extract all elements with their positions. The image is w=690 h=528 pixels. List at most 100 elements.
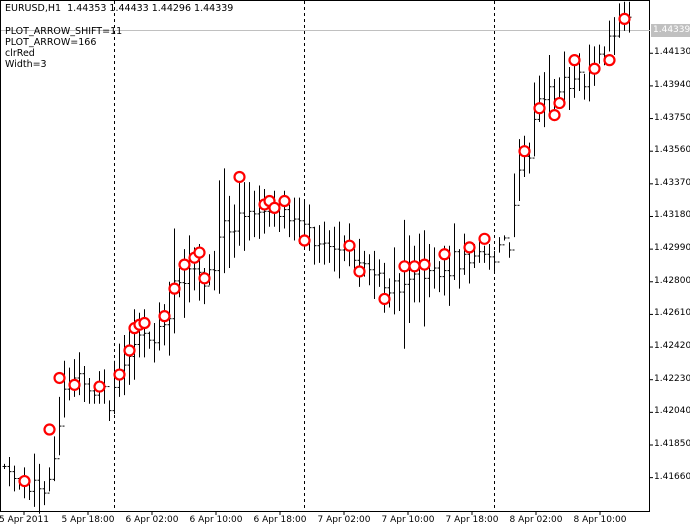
chart-title: EURUSD,H1 1.44353 1.44433 1.44296 1.4433… — [5, 3, 233, 14]
ohlc-bar — [452, 223, 457, 281]
ohlc-bar — [297, 197, 302, 244]
ohlc-bar — [582, 71, 587, 100]
ohlc-bar — [512, 173, 517, 251]
y-tick-label: 1.41850 — [654, 438, 690, 449]
ohlc-bar — [37, 463, 42, 514]
ohlc-bar — [422, 230, 427, 327]
x-tick-label: 8 Apr 10:00 — [573, 515, 627, 525]
ohlc-bar — [217, 180, 222, 294]
arrow-marker — [113, 368, 126, 381]
ohlc-bar — [357, 238, 362, 287]
current-price-tag: 1.44339 — [651, 24, 690, 37]
arrow-marker — [138, 316, 151, 330]
symbol-label: EURUSD,H1 — [5, 3, 62, 14]
ohlc-bar — [392, 247, 397, 315]
x-tick-label: 6 Apr 18:00 — [253, 515, 307, 525]
ohlc-bar — [142, 309, 147, 358]
ohlc-bar — [72, 359, 77, 397]
arrow-marker — [93, 380, 106, 393]
y-tick-label: 1.42230 — [654, 373, 690, 384]
ohlc-bar — [237, 180, 242, 246]
ohlc-bar — [122, 335, 127, 396]
ohlc-bar — [2, 463, 7, 470]
ohlc-bar — [32, 453, 37, 507]
ohlc-bar — [427, 243, 432, 298]
x-tick-label: 7 Apr 18:00 — [445, 515, 499, 525]
y-tick-label: 1.43180 — [654, 210, 690, 221]
arrow-marker — [168, 282, 181, 295]
ohlc-bar — [372, 250, 377, 299]
ohlc-bar — [367, 254, 372, 286]
y-tick-label: 1.44130 — [654, 47, 690, 58]
arrow-marker — [463, 241, 476, 254]
ohlc-bar — [487, 243, 492, 270]
x-tick-label: 8 Apr 02:00 — [509, 515, 563, 525]
arrow-marker — [533, 102, 546, 115]
arrow-marker — [18, 474, 31, 488]
ohlc-bar — [227, 195, 232, 269]
arrow-marker — [553, 96, 566, 110]
arrow-marker — [123, 344, 136, 357]
x-tick-label: 7 Apr 02:00 — [317, 515, 371, 525]
arrow-marker — [438, 248, 451, 261]
arrow-marker — [343, 239, 356, 252]
ohlc-bar — [42, 481, 47, 506]
arrow-marker — [603, 54, 616, 67]
y-tick-label: 1.42800 — [654, 275, 690, 286]
ohlc-bar — [322, 221, 327, 265]
ohlc-bar — [312, 226, 317, 265]
ohlc-bar — [507, 237, 512, 258]
ohlc-bar — [432, 247, 437, 289]
ohlc-bar — [337, 221, 342, 279]
ohlc-bar — [242, 182, 247, 251]
ohlc-bar — [87, 377, 92, 404]
ohlc-bar — [132, 309, 137, 380]
ohlc-bar — [612, 17, 617, 55]
ohlc-bar — [437, 261, 442, 293]
ohlc-bar — [407, 235, 412, 324]
ohlc-bars — [2, 1, 632, 514]
arrow-marker — [398, 260, 411, 273]
arrow-marker — [68, 378, 81, 391]
ohlc-bar — [177, 268, 182, 298]
arrow-marker — [518, 145, 531, 158]
ohlc-bar — [292, 197, 297, 241]
ohlc-bar — [7, 457, 12, 487]
ohlc-bar — [327, 230, 332, 263]
y-tick-label: 1.42040 — [654, 406, 690, 417]
arrow-marker — [478, 232, 491, 245]
ohlc-bar — [287, 204, 292, 238]
arrow-marker — [233, 170, 246, 184]
ohlc-bar — [232, 204, 237, 258]
ohlc-bar — [607, 20, 612, 57]
x-tick-label: 6 Apr 02:00 — [125, 515, 179, 525]
ohlc-bar — [462, 233, 467, 275]
ohlc-bar — [492, 250, 497, 274]
ohlc-bar — [457, 249, 462, 289]
ohlc-bar — [532, 82, 537, 159]
param-color: clrRed — [5, 48, 35, 59]
arrow-marker — [568, 54, 581, 67]
y-tick-label: 1.42990 — [654, 243, 690, 254]
ohlc-bar — [112, 360, 117, 415]
ohlc-values: 1.44353 1.44433 1.44296 1.44339 — [67, 3, 234, 14]
y-tick-label: 1.43750 — [654, 112, 690, 123]
y-axis-ticks — [650, 52, 653, 479]
param-width: Width=3 — [5, 59, 47, 70]
arrow-marker — [298, 234, 311, 247]
arrow-marker — [268, 201, 281, 214]
ohlc-bar — [47, 467, 52, 494]
day-separators — [114, 1, 495, 511]
ohlc-bar — [222, 168, 227, 274]
ohlc-bar — [317, 225, 322, 263]
ohlc-bar — [542, 72, 547, 128]
ohlc-bar — [212, 250, 217, 291]
y-tick-label: 1.42420 — [654, 341, 690, 352]
x-tick-label: 6 Apr 10:00 — [189, 515, 243, 525]
arrow-marker — [198, 272, 211, 285]
y-tick-label: 1.43940 — [654, 79, 690, 90]
ohlc-bar — [172, 228, 177, 334]
param-plot-arrow-shift: PLOT_ARROW_SHIFT=11 — [5, 26, 123, 37]
